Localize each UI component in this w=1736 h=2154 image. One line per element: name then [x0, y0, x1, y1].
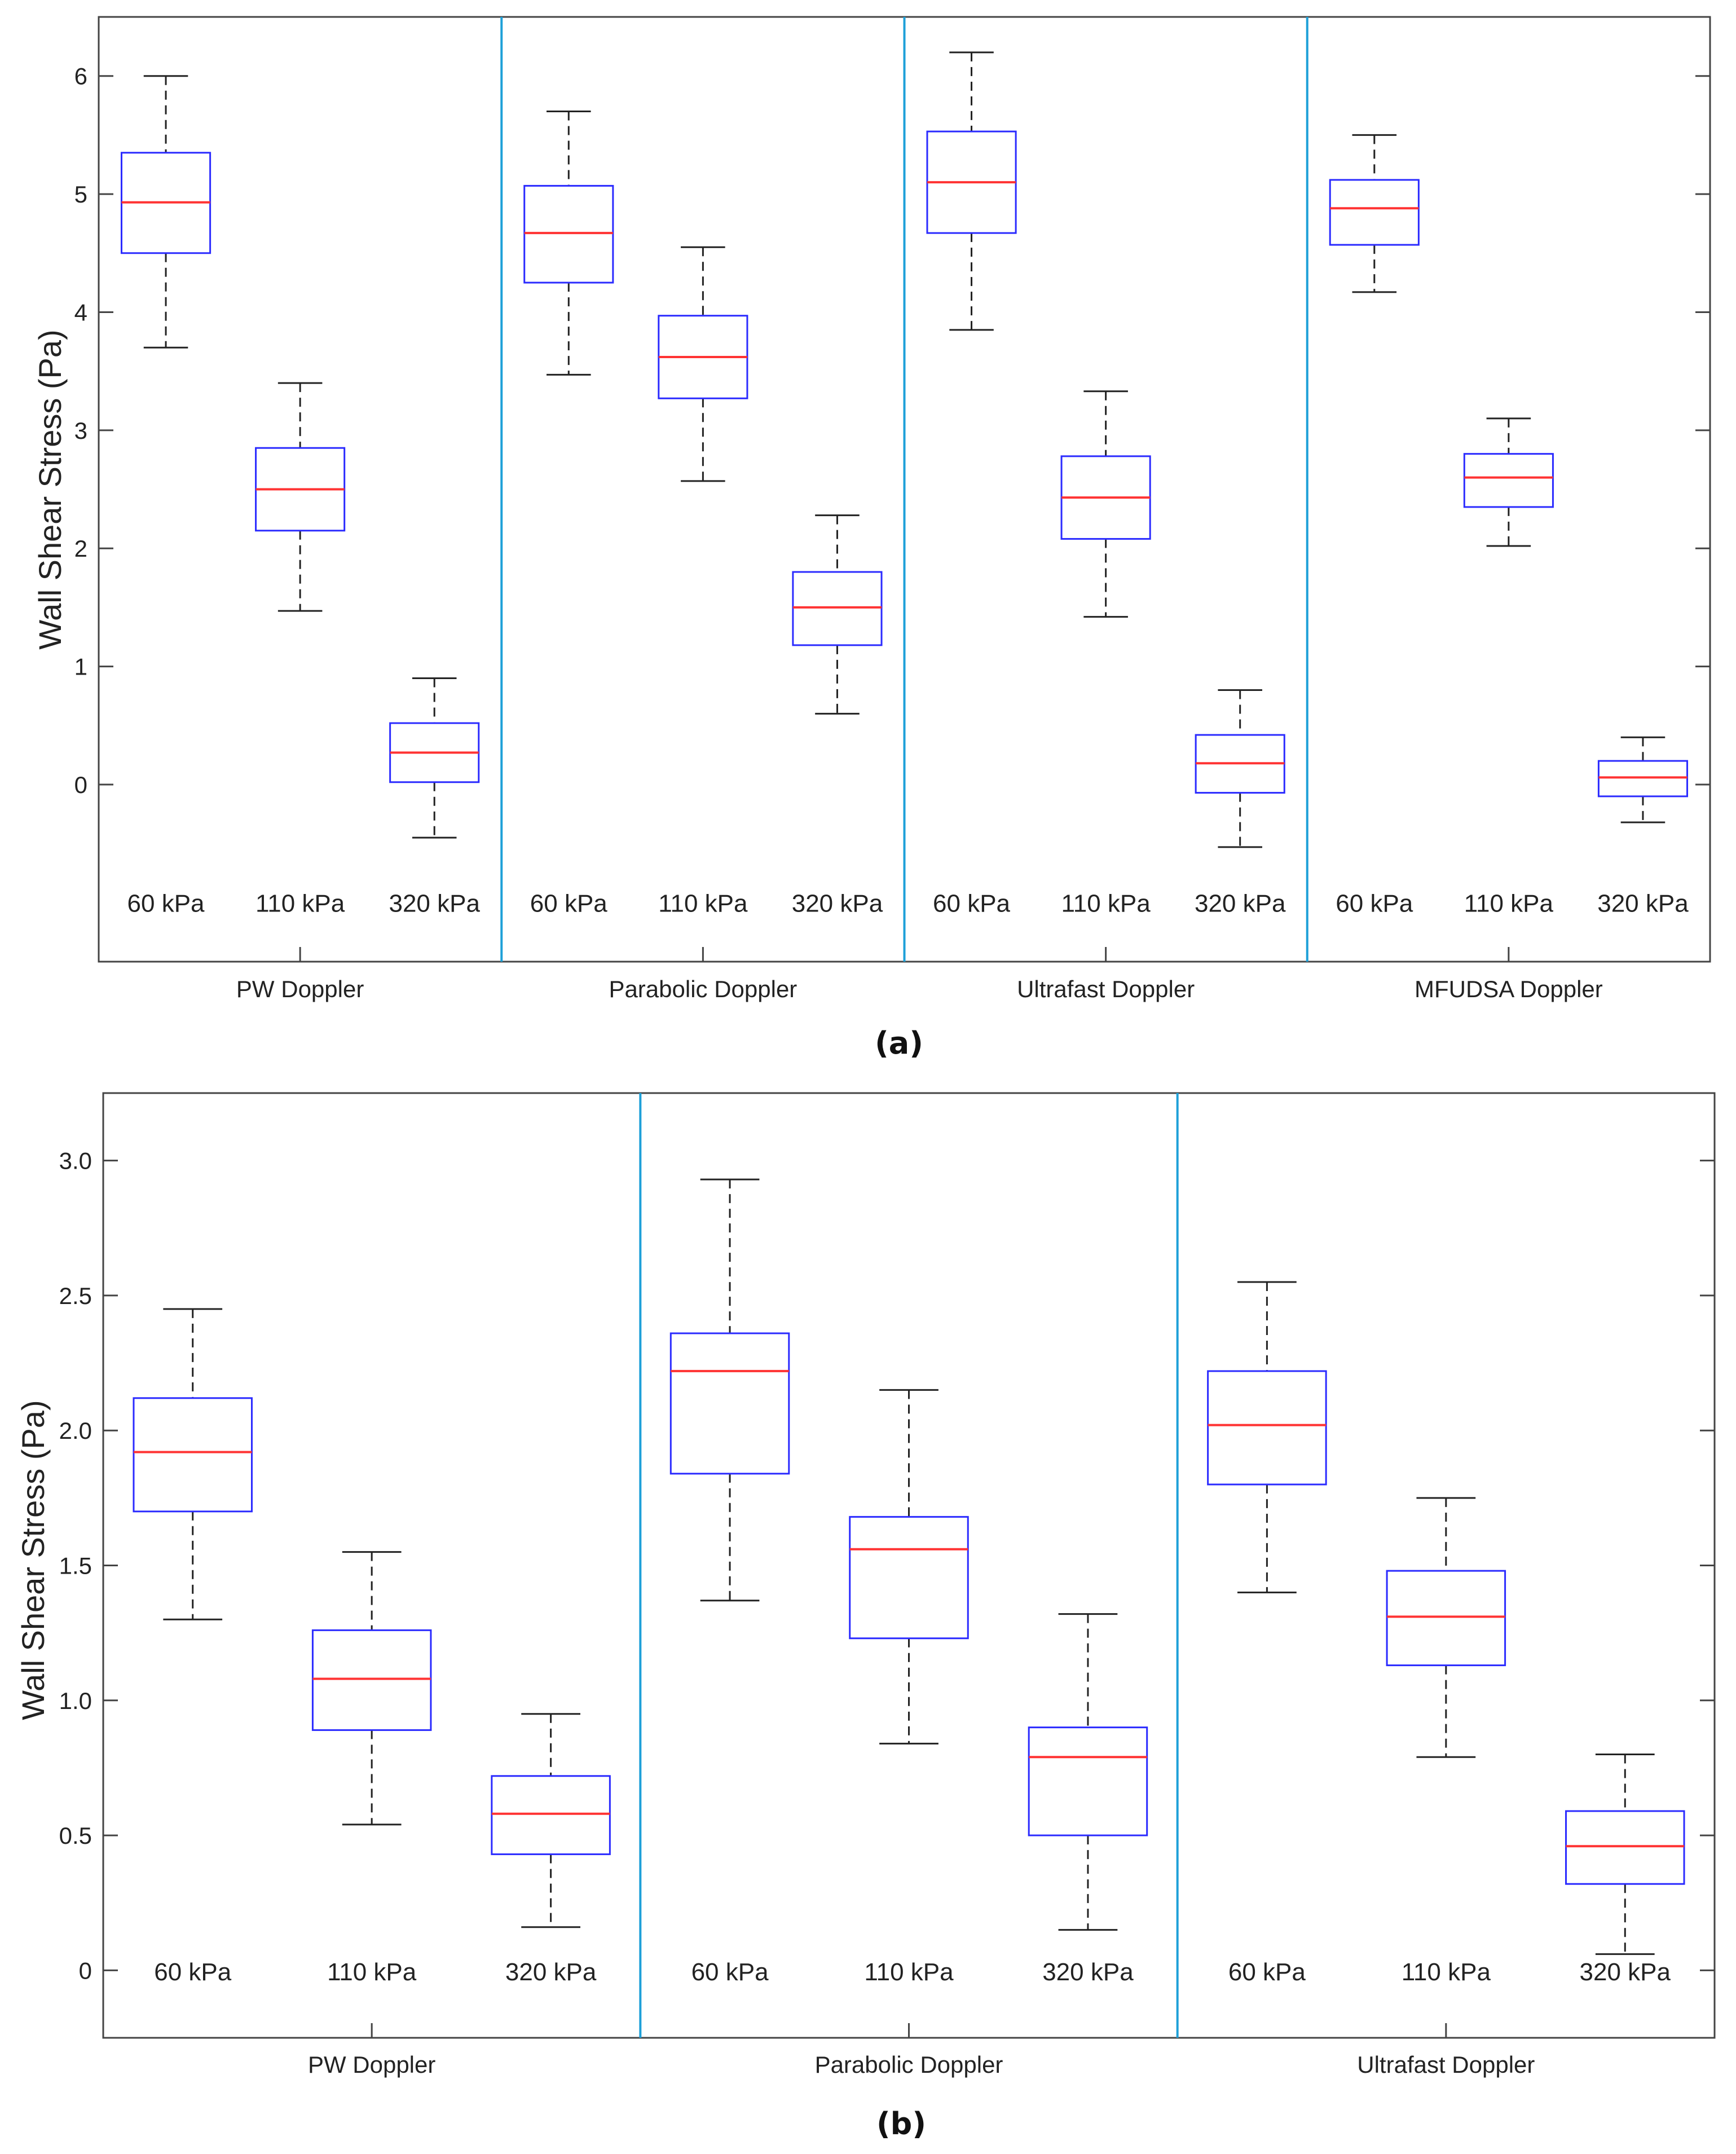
y-tick-label: 1.5 — [59, 1553, 92, 1579]
box-mfudsa-doppler-60kPa — [1329, 134, 1420, 293]
box-category-label: 110 kPa — [658, 889, 748, 917]
group-label: Ultrafast Doppler — [1357, 2051, 1535, 2078]
box-category-label: 320 kPa — [389, 889, 480, 917]
y-tick-label: 0.5 — [59, 1822, 92, 1849]
y-tick-label: 3.0 — [59, 1148, 92, 1174]
box-pw-doppler-60kPa — [120, 75, 212, 349]
box-parabolic-doppler-60kPa — [523, 111, 614, 376]
box-ultrafast-doppler-60kPa — [1207, 1281, 1327, 1593]
box-category-label: 320 kPa — [505, 1958, 597, 1986]
box-ultrafast-doppler-110kPa — [1060, 390, 1151, 618]
group-label: MFUDSA Doppler — [1415, 976, 1603, 1002]
box-parabolic-doppler-320kPa — [1028, 1613, 1148, 1931]
iqr-box — [1028, 1726, 1148, 1836]
box-category-label: 110 kPa — [1464, 889, 1554, 917]
panel-caption: (a) — [875, 1025, 923, 1061]
box-category-label: 320 kPa — [1597, 889, 1689, 917]
iqr-box — [311, 1629, 432, 1731]
box-parabolic-doppler-110kPa — [849, 1389, 969, 1745]
y-tick-label: 4 — [74, 299, 87, 325]
group-label: Parabolic Doppler — [609, 976, 797, 1002]
panel-caption: (b) — [876, 2106, 926, 2142]
box-ultrafast-doppler-320kPa — [1565, 1754, 1685, 1955]
y-tick-label: 6 — [74, 63, 87, 90]
box-category-label: 110 kPa — [255, 889, 345, 917]
box-category-label: 320 kPa — [1195, 889, 1286, 917]
iqr-box — [1329, 179, 1420, 246]
iqr-box — [1597, 760, 1689, 798]
y-tick-label: 2 — [74, 535, 87, 562]
box-parabolic-doppler-110kPa — [658, 246, 748, 482]
y-tick-label: 0 — [79, 1957, 92, 1984]
group-label: PW Doppler — [308, 2051, 435, 2078]
iqr-box — [849, 1516, 969, 1640]
box-category-label: 60 kPa — [1228, 1958, 1306, 1986]
box-ultrafast-doppler-60kPa — [926, 51, 1017, 331]
box-category-label: 320 kPa — [1580, 1958, 1671, 1986]
group-label: PW Doppler — [236, 976, 364, 1002]
box-category-label: 110 kPa — [864, 1958, 954, 1986]
box-parabolic-doppler-320kPa — [792, 514, 883, 715]
group-label: Ultrafast Doppler — [1017, 976, 1195, 1002]
group-label: Parabolic Doppler — [815, 2051, 1003, 2078]
iqr-box — [792, 571, 883, 646]
plot-frame — [102, 1092, 1716, 2039]
iqr-box — [1565, 1810, 1685, 1885]
box-category-label: 60 kPa — [1336, 889, 1413, 917]
box-category-label: 60 kPa — [154, 1958, 232, 1986]
box-pw-doppler-320kPa — [389, 677, 480, 839]
box-category-label: 60 kPa — [933, 889, 1011, 917]
box-mfudsa-doppler-320kPa — [1597, 736, 1689, 823]
box-category-label: 320 kPa — [792, 889, 883, 917]
iqr-box — [523, 184, 614, 284]
y-tick-label: 1.0 — [59, 1688, 92, 1714]
y-tick-label: 2.5 — [59, 1283, 92, 1309]
y-tick-label: 1 — [74, 654, 87, 680]
box-ultrafast-doppler-110kPa — [1386, 1497, 1506, 1758]
box-category-label: 110 kPa — [1061, 889, 1151, 917]
panel-a-wall-shear-stress-boxplot: 0 1 2 3 4 5 6 Wall Shear Stress (Pa) PW Doppler 6… — [32, 16, 1711, 1061]
box-parabolic-doppler-60kPa — [669, 1178, 790, 1602]
y-tick-label: 5 — [74, 181, 87, 208]
y-axis-label: Wall Shear Stress (Pa) — [15, 1400, 51, 1720]
box-mfudsa-doppler-110kPa — [1463, 417, 1554, 547]
panel-b-wall-shear-stress-boxplot: 0 0.5 1.0 1.5 2.0 2.5 3.0 Wall Shear Stress (Pa… — [15, 1092, 1716, 2142]
box-category-label: 60 kPa — [691, 1958, 769, 1986]
box-category-label: 110 kPa — [1402, 1958, 1491, 1986]
box-category-label: 60 kPa — [530, 889, 608, 917]
iqr-box — [133, 1397, 253, 1513]
y-tick-label: 3 — [74, 417, 87, 444]
box-category-label: 110 kPa — [327, 1958, 417, 1986]
iqr-box — [1386, 1570, 1506, 1667]
iqr-box — [1207, 1370, 1327, 1486]
box-pw-doppler-60kPa — [133, 1308, 253, 1620]
box-pw-doppler-110kPa — [311, 1551, 432, 1826]
box-category-label: 60 kPa — [127, 889, 205, 917]
box-ultrafast-doppler-320kPa — [1195, 689, 1285, 848]
iqr-box — [491, 1775, 611, 1856]
box-pw-doppler-110kPa — [255, 382, 346, 612]
y-axis-label: Wall Shear Stress (Pa) — [32, 329, 68, 649]
box-category-label: 320 kPa — [1042, 1958, 1134, 1986]
box-pw-doppler-320kPa — [491, 1713, 611, 1928]
iqr-box — [1463, 453, 1554, 508]
y-tick-label: 0 — [74, 772, 87, 798]
y-tick-label: 2.0 — [59, 1417, 92, 1444]
iqr-box — [669, 1332, 790, 1475]
